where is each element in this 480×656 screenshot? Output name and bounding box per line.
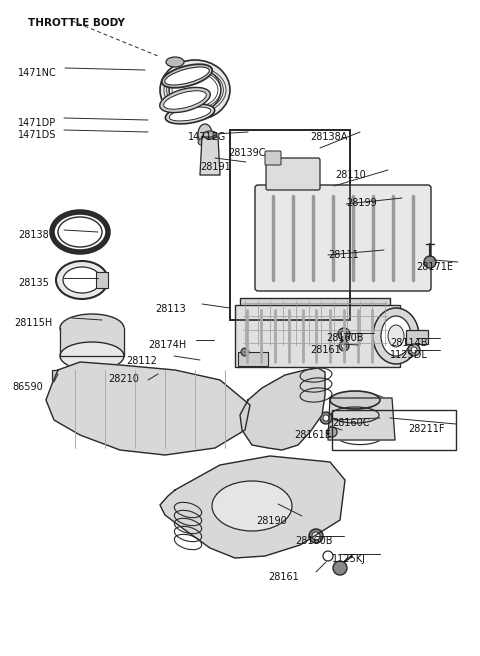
Text: 1471EG: 1471EG [188,132,226,142]
Text: 28115H: 28115H [14,318,52,328]
Circle shape [309,529,323,543]
Text: 28161E: 28161E [294,430,331,440]
Text: 28113: 28113 [155,304,186,314]
Text: 28161: 28161 [268,572,299,582]
Text: 1471NC: 1471NC [18,68,57,78]
Circle shape [333,561,347,575]
Ellipse shape [373,308,419,364]
Text: 28171E: 28171E [416,262,453,272]
Polygon shape [60,328,124,356]
Text: 28161: 28161 [310,345,341,355]
Circle shape [320,412,332,424]
FancyBboxPatch shape [255,185,431,291]
Ellipse shape [160,60,230,120]
Bar [235,305,400,367]
FancyBboxPatch shape [266,158,320,190]
Ellipse shape [164,91,206,109]
Circle shape [341,344,347,348]
Ellipse shape [60,314,124,342]
Text: 28191: 28191 [200,162,231,172]
Ellipse shape [411,347,417,353]
Text: 28160B: 28160B [295,536,333,546]
Text: 28138A: 28138A [310,132,348,142]
Text: 28210: 28210 [108,374,139,384]
Text: 28139C: 28139C [228,148,265,158]
Circle shape [424,256,436,268]
Ellipse shape [198,124,212,144]
Polygon shape [328,398,395,440]
Text: 28138: 28138 [18,230,49,240]
Circle shape [55,389,65,399]
Text: 28111: 28111 [328,250,359,260]
Ellipse shape [212,481,292,531]
FancyBboxPatch shape [265,151,281,165]
Circle shape [327,427,337,437]
Circle shape [312,532,320,540]
Text: 86590: 86590 [12,382,43,392]
Ellipse shape [165,67,209,85]
Bar [230,130,350,320]
Polygon shape [160,456,345,558]
Ellipse shape [160,87,210,113]
Text: 28110: 28110 [335,170,366,180]
Text: 28211F: 28211F [408,424,444,434]
Ellipse shape [162,64,212,88]
Ellipse shape [241,348,249,356]
Bar [230,130,350,320]
Ellipse shape [169,107,211,121]
Text: 28112: 28112 [126,356,157,366]
Bar [230,130,350,320]
Circle shape [339,341,349,351]
Bar [332,410,456,450]
Bar [52,370,68,392]
Ellipse shape [169,68,221,112]
Circle shape [341,331,347,337]
Ellipse shape [63,267,101,293]
Polygon shape [200,137,220,175]
Ellipse shape [60,342,124,370]
Text: 28174H: 28174H [148,340,186,350]
Ellipse shape [381,316,411,356]
Text: 1471DS: 1471DS [18,130,56,140]
Bar [406,330,428,344]
Text: 28160B: 28160B [326,333,363,343]
Text: 28190: 28190 [256,516,287,526]
Ellipse shape [330,391,380,409]
Bar [96,272,108,288]
Text: 28114B: 28114B [390,338,428,348]
Circle shape [338,328,350,340]
Polygon shape [46,362,250,455]
Ellipse shape [408,344,420,356]
Ellipse shape [56,261,108,299]
Ellipse shape [388,325,404,347]
Circle shape [323,415,329,421]
Text: 28160C: 28160C [332,418,370,428]
Text: 1125KJ: 1125KJ [332,554,366,564]
Ellipse shape [166,57,184,67]
Ellipse shape [165,104,215,124]
Bar [238,352,268,366]
Polygon shape [240,368,325,450]
Text: 28199: 28199 [346,198,377,208]
Circle shape [323,551,333,561]
Text: 1125DL: 1125DL [390,350,428,360]
Ellipse shape [198,138,212,146]
Text: 1471DP: 1471DP [18,118,56,128]
Text: THROTTLE BODY: THROTTLE BODY [28,18,125,28]
Ellipse shape [203,131,217,139]
Bar [240,298,390,348]
Text: 28135: 28135 [18,278,49,288]
